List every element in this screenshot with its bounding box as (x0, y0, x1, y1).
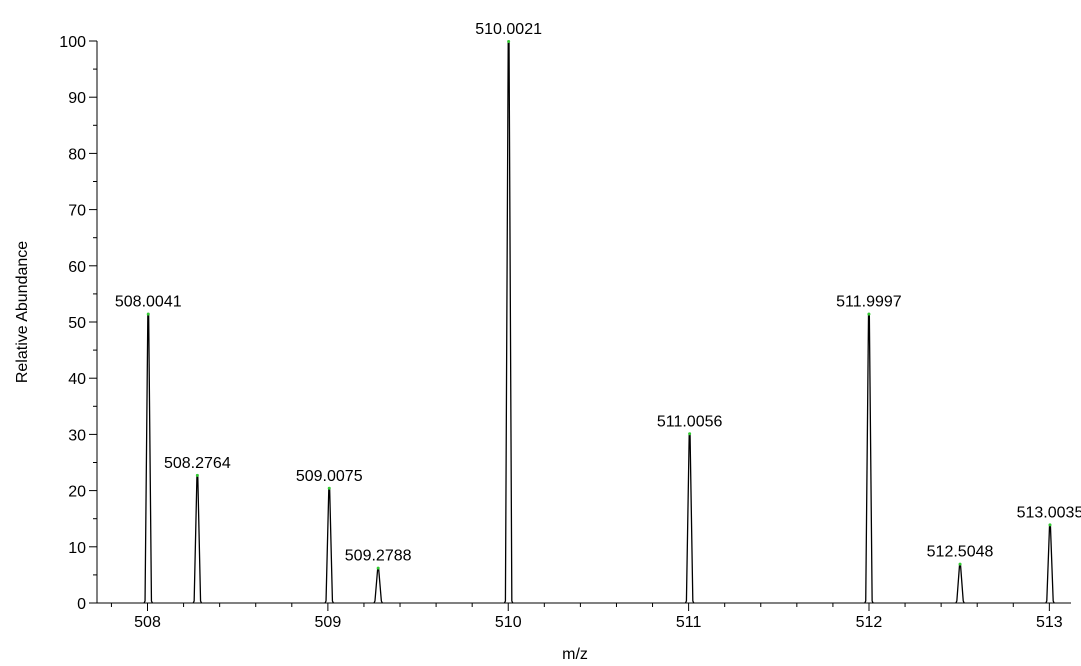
peak-apex-marker (688, 432, 692, 436)
peak-apex-marker (867, 312, 871, 316)
y-tick-label: 0 (77, 596, 86, 613)
x-tick-label: 509 (315, 614, 342, 631)
peak-apex-marker (1048, 523, 1052, 527)
y-tick-label: 30 (68, 427, 86, 444)
spectrum-peak (503, 40, 514, 604)
y-tick-label: 90 (68, 90, 86, 107)
peak-label: 511.9997 (836, 294, 902, 311)
peak-label: 512.5048 (927, 544, 994, 561)
peak-apex-marker (195, 473, 199, 477)
spectrum-peak (684, 432, 695, 604)
peak-label: 508.0041 (115, 294, 182, 311)
peak-label: 513.0035 (1017, 504, 1081, 521)
y-tick-label: 70 (68, 203, 86, 220)
spectrum-peak (1045, 523, 1055, 604)
y-tick-label: 10 (68, 540, 86, 557)
y-tick-label: 60 (68, 259, 86, 276)
spectrum-peak (192, 474, 203, 604)
peak-apex-marker (376, 566, 380, 570)
y-tick-label: 80 (68, 146, 86, 163)
peak-label: 509.2788 (345, 548, 412, 565)
x-tick-label: 508 (134, 614, 161, 631)
x-tick-label: 512 (856, 614, 883, 631)
y-tick-label: 40 (68, 371, 86, 388)
peak-label: 508.2764 (164, 455, 231, 472)
peak-apex-marker (327, 486, 331, 490)
y-axis-title: Relative Abundance (14, 241, 31, 383)
peak-label: 510.0021 (475, 21, 542, 38)
peak-label: 509.0075 (296, 468, 363, 485)
x-tick-label: 511 (676, 614, 702, 631)
y-tick-label: 20 (68, 484, 86, 501)
x-tick-label: 510 (495, 614, 522, 631)
spectrum-peak (143, 312, 154, 604)
x-axis-title: m/z (562, 646, 588, 663)
y-tick-label: 100 (59, 34, 86, 51)
spectrum-peak (864, 312, 874, 604)
peak-apex-marker (507, 40, 511, 43)
y-tick-label: 50 (68, 315, 86, 332)
spectrum-peak (324, 487, 335, 604)
peak-label: 511.0056 (657, 413, 723, 430)
peak-apex-marker (958, 562, 962, 566)
x-tick-label: 513 (1036, 614, 1063, 631)
peak-apex-marker (146, 312, 150, 316)
spectrum-peak (955, 563, 965, 604)
spectrum-peak (373, 566, 383, 604)
